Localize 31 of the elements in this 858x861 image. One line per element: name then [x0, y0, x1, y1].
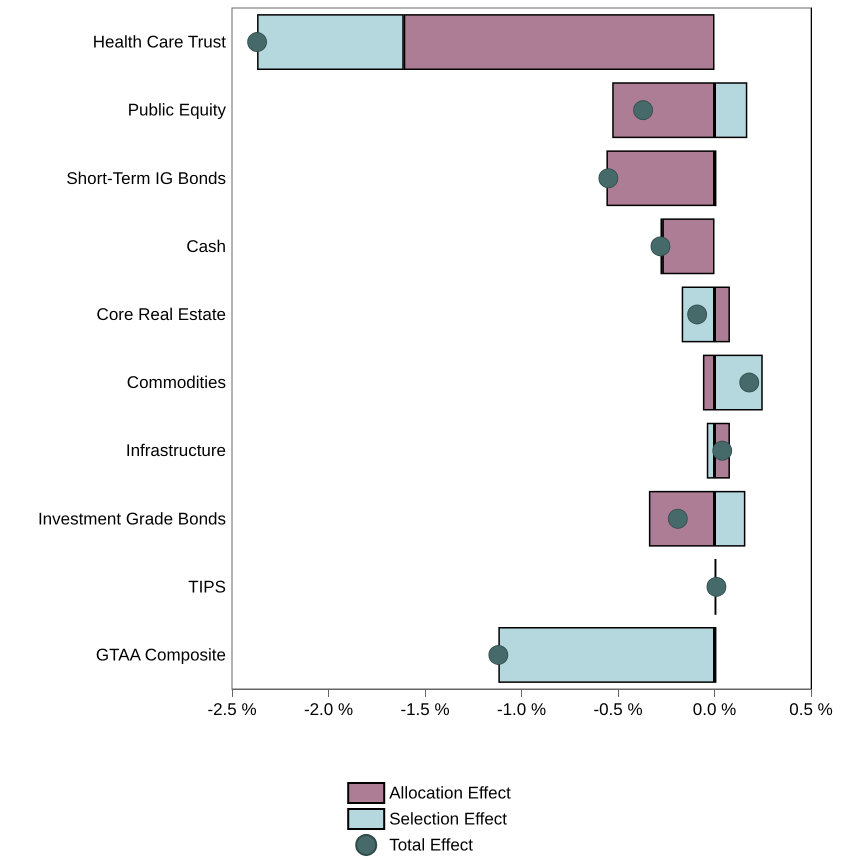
bar	[498, 627, 714, 683]
y-tick-label: Cash	[186, 236, 226, 256]
point	[650, 236, 670, 256]
x-tick-label: -1.5 %	[400, 700, 450, 719]
y-tick-label: GTAA Composite	[96, 645, 226, 664]
point	[247, 32, 267, 52]
bar	[662, 218, 714, 274]
x-tick-label: 0.5 %	[789, 700, 833, 719]
y-tick-label: Short-Term IG Bonds	[66, 168, 226, 188]
point	[712, 440, 732, 461]
point	[633, 100, 653, 120]
y-tick-label: TIPS	[188, 577, 226, 596]
x-tick-label: 0.0 %	[692, 700, 736, 719]
y-tick-label: Core Real Estate	[96, 304, 226, 324]
y-tick-label: Infrastructure	[126, 441, 226, 460]
y-tick-label: Investment Grade Bonds	[38, 509, 226, 528]
x-tick-label: -1.0 %	[496, 700, 546, 719]
legend-label: Selection Effect	[389, 810, 508, 828]
y-tick-label: Commodities	[126, 373, 226, 392]
point	[598, 168, 618, 188]
x-tick-label: -0.5 %	[593, 700, 643, 719]
point	[739, 372, 760, 392]
legend-label: Allocation Effect	[389, 784, 512, 802]
legend-label: Total Effect	[389, 836, 474, 854]
point	[488, 645, 508, 665]
x-tick-label: -2.0 %	[304, 700, 354, 719]
y-tick-label: Health Care Trust	[92, 32, 226, 52]
y-tick-label: Public Equity	[128, 100, 226, 120]
bar	[606, 150, 714, 206]
point	[706, 576, 726, 597]
x-tick-label: -2.5 %	[207, 700, 257, 719]
